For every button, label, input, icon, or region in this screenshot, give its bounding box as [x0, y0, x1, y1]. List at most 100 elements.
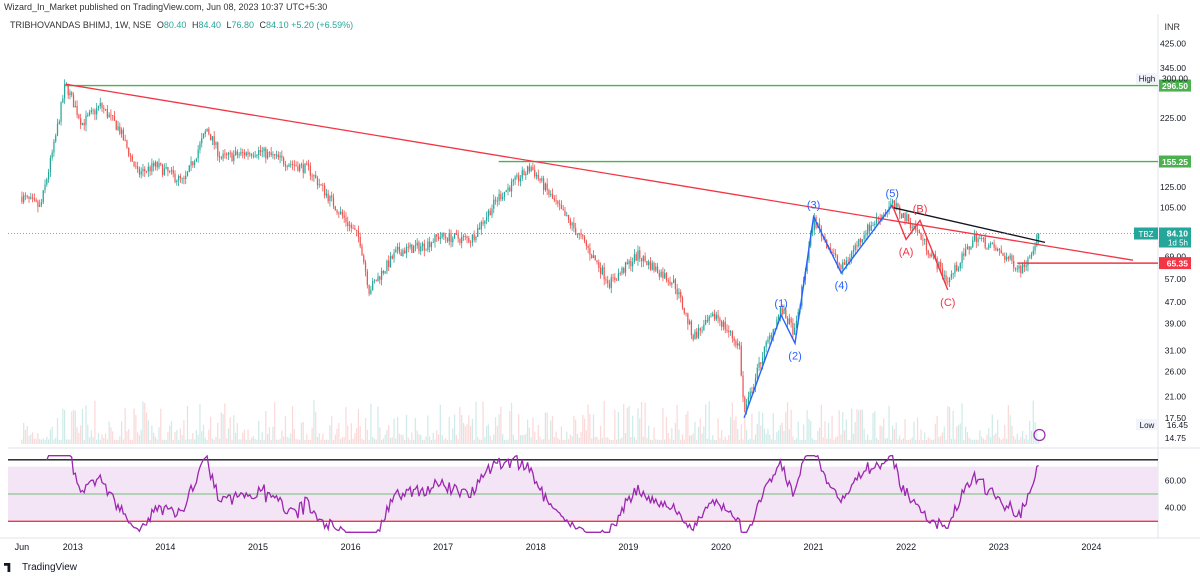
volume-bar	[922, 439, 924, 444]
volume-bar	[218, 438, 221, 444]
candle-body	[879, 218, 881, 221]
volume-bar	[270, 439, 272, 444]
candle-body	[268, 152, 271, 154]
volume-bar	[696, 439, 698, 444]
price-tick-label: 225.00	[1160, 113, 1186, 123]
candle-body	[395, 249, 397, 253]
volume-bar	[1025, 434, 1027, 444]
volume-bar	[1032, 400, 1034, 444]
candle-body	[87, 115, 89, 116]
volume-bar	[42, 438, 44, 444]
volume-bar	[357, 409, 360, 444]
candle-body	[468, 238, 470, 243]
volume-bar	[731, 402, 733, 444]
volume-bar	[113, 439, 116, 444]
candle-body	[640, 258, 643, 262]
candle-body	[858, 239, 860, 247]
volume-bar	[884, 438, 887, 444]
candle-body	[288, 164, 290, 167]
candle-body	[480, 222, 482, 230]
candle-body	[984, 237, 986, 248]
candle-body	[249, 153, 251, 155]
volume-bar	[603, 400, 605, 444]
candle-body	[665, 273, 668, 281]
candle-body	[1023, 264, 1026, 267]
change-value: +5.20 (+6.59%)	[291, 20, 354, 30]
candle-body	[639, 250, 641, 259]
volume-bar	[507, 439, 509, 444]
elliott-correction-label: (C)	[940, 297, 955, 309]
candle-body	[710, 316, 712, 318]
volume-bar	[569, 434, 571, 444]
volume-bar	[366, 429, 368, 444]
candle-body	[151, 163, 153, 172]
volume-bar	[154, 436, 157, 444]
candle-body	[968, 246, 970, 250]
volume-bar	[409, 439, 411, 444]
candle-body	[835, 253, 837, 256]
volume-bar	[829, 438, 831, 444]
candle-body	[982, 237, 985, 239]
volume-bar	[336, 428, 338, 444]
lightning-icon	[1033, 428, 1046, 442]
candle-body	[785, 309, 787, 319]
volume-bar	[265, 410, 267, 444]
candle-body	[398, 246, 401, 253]
volume-bar	[352, 438, 354, 444]
candle-body	[110, 114, 112, 116]
elliott-impulse-label: (2)	[788, 350, 801, 362]
volume-bar	[754, 434, 757, 444]
candle-body	[881, 214, 883, 221]
volume-bar	[76, 427, 78, 444]
candle-body	[733, 338, 735, 341]
candle-body	[708, 316, 710, 322]
volume-bar	[427, 415, 429, 444]
candle-body	[234, 151, 237, 155]
candle-body	[706, 319, 709, 322]
candle-body	[929, 254, 931, 257]
volume-bar	[484, 436, 486, 444]
volume-bar	[706, 438, 709, 444]
volume-bar	[548, 439, 550, 444]
trendline	[65, 83, 1134, 261]
candle-body	[1004, 255, 1006, 260]
candle-body	[836, 255, 839, 263]
candle-body	[676, 288, 678, 295]
volume-bar	[523, 435, 525, 444]
volume-bar	[1021, 430, 1024, 444]
elliott-impulse-label: (4)	[835, 280, 848, 292]
volume-bar	[1005, 439, 1008, 444]
volume-bar	[840, 434, 842, 444]
volume-bar	[516, 439, 518, 444]
volume-bar	[211, 438, 214, 444]
candle-body	[498, 193, 500, 201]
candle-body	[452, 238, 454, 243]
candle-body	[726, 329, 728, 331]
volume-bar	[281, 430, 283, 444]
candle-body	[455, 233, 457, 235]
volume-bar	[106, 439, 108, 444]
volume-bar	[453, 414, 456, 444]
volume-bar	[284, 416, 287, 444]
candle-body	[329, 195, 331, 202]
volume-bar	[941, 432, 944, 444]
level-price-tag	[1159, 155, 1191, 168]
candle-body	[920, 232, 922, 240]
candle-body	[295, 165, 297, 167]
volume-bar	[311, 427, 313, 444]
price-tick-label: 17.50	[1165, 413, 1187, 423]
volume-bar	[874, 411, 876, 444]
candle-body	[938, 261, 940, 269]
candle-body	[845, 260, 847, 265]
candle-body	[646, 260, 648, 266]
time-tick-label: 2022	[896, 542, 916, 552]
candle-body	[224, 153, 226, 155]
candle-body	[457, 234, 459, 239]
candle-body	[188, 165, 190, 172]
volume-bar	[781, 422, 783, 444]
candle-body	[88, 112, 91, 116]
volume-bar	[514, 439, 516, 444]
volume-bar	[252, 436, 254, 444]
price-tick-label: 69.00	[1165, 252, 1187, 262]
